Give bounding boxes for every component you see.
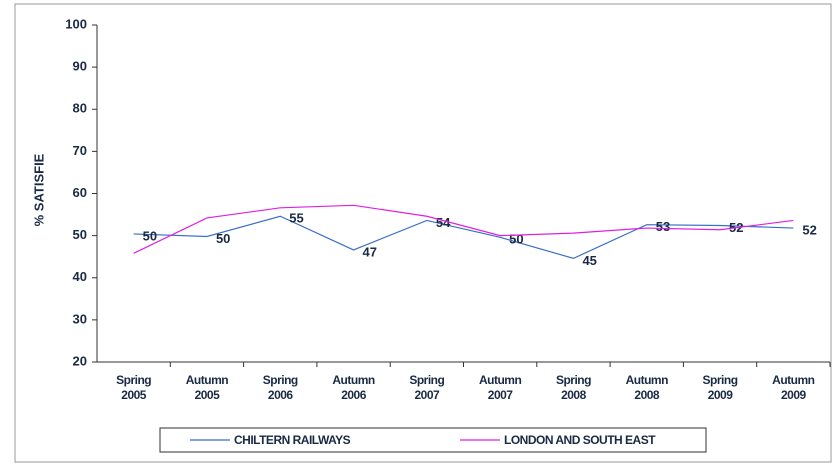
x-tick-label: Spring 2008 [555,373,592,402]
x-tick-label: Spring 2005 [116,373,152,402]
y-tick-label: 70 [73,143,87,158]
x-tick-label: Autumn 2006 [332,373,375,402]
data-label: 47 [363,244,377,259]
y-tick-label: 90 [73,59,87,74]
x-tick-label: Spring 2006 [262,373,299,402]
y-tick-label: 20 [73,353,87,368]
legend-label: CHILTERN RAILWAYS [234,433,351,447]
data-label: 53 [656,219,670,234]
data-label: 55 [289,211,303,226]
chart-frame [14,3,832,463]
data-label: 50 [509,232,523,247]
data-label: 52 [802,222,816,237]
y-tick-label: 50 [73,227,87,242]
legend-box [159,427,707,453]
x-tick-label: Autumn 2005 [185,373,229,402]
x-tick-label: Autumn 2007 [478,373,522,402]
y-tick-label: 60 [73,185,87,200]
y-axis-label: % SATISFIE [31,153,46,226]
data-label: 45 [582,253,596,268]
series-line [133,204,794,254]
data-label: 54 [436,215,451,230]
series-line [133,215,794,260]
y-tick-label: 40 [73,269,87,284]
x-tick-label: Spring 2009 [702,373,739,402]
legend-label: LONDON AND SOUTH EAST [504,433,656,447]
y-tick-label: 100 [65,16,87,31]
y-tick-label: 80 [73,101,87,116]
x-tick-label: Autumn 2009 [772,373,815,402]
y-tick-label: 30 [73,311,87,326]
x-tick-label: Autumn 2008 [625,373,669,402]
data-label: 50 [143,228,157,243]
x-tick-label: Spring 2007 [409,373,445,402]
data-label: 50 [216,231,230,246]
